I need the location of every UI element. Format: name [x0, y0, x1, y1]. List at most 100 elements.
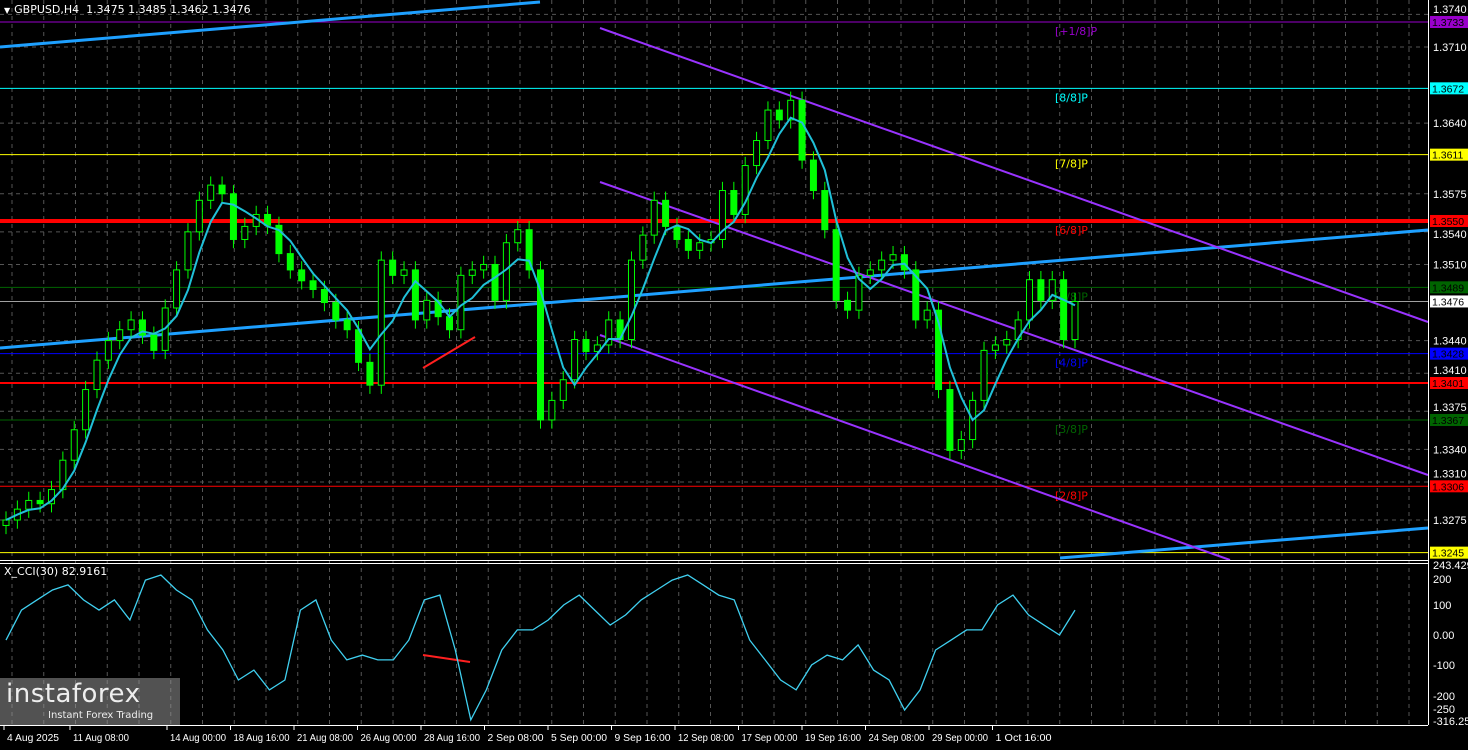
- candles: [2, 91, 1079, 535]
- candle-body: [832, 229, 840, 301]
- price-tick-label: 1.3540: [1433, 229, 1467, 241]
- ohlc-values: 1.3475 1.3485 1.3462 1.3476: [86, 3, 251, 16]
- price-tick-label: 1.3740: [1433, 4, 1467, 16]
- time-tick-label: 9 Sep 16:00: [615, 733, 671, 744]
- time-tick-label: 29 Sep 00:00: [932, 733, 988, 744]
- candle-body: [195, 199, 203, 233]
- candle-body: [320, 288, 328, 304]
- instaforex-watermark: instaforex Instant Forex Trading: [0, 678, 180, 725]
- level-price-badge: [1430, 347, 1468, 360]
- candle-body: [627, 259, 635, 341]
- candle-body: [343, 319, 351, 331]
- level-price-badge: [1430, 82, 1468, 95]
- candle-body: [218, 184, 226, 195]
- candle-body: [593, 344, 601, 352]
- candle-body: [1071, 300, 1079, 341]
- level-price-label: 1.3401: [1432, 378, 1464, 390]
- time-tick-label: 5 Sep 00:00: [551, 733, 607, 744]
- level-label: [3/8]P: [1055, 423, 1088, 436]
- level-price-label: 1.3306: [1432, 481, 1464, 493]
- candle-body: [946, 389, 954, 451]
- price-tick-label: 1.3310: [1433, 468, 1467, 480]
- level-price-label: 1.3489: [1432, 282, 1464, 294]
- candle-body: [309, 280, 317, 290]
- trendline-upper[interactable]: [0, 0, 541, 49]
- moving-average-line: [5, 116, 1076, 521]
- candle-body: [423, 299, 431, 321]
- price-tick-label: 1.3440: [1433, 336, 1467, 348]
- level-price-badge: [1430, 281, 1468, 294]
- divergence-line-price[interactable]: [422, 336, 476, 369]
- candle-body: [684, 238, 692, 251]
- level-price-label: 1.3733: [1432, 17, 1464, 29]
- candle-body: [82, 389, 90, 431]
- channel-lower[interactable]: [599, 334, 1231, 561]
- candle-body: [912, 269, 920, 321]
- candle-body: [446, 316, 454, 331]
- candle-body: [25, 499, 33, 510]
- price-tick-label: 1.3410: [1433, 365, 1467, 377]
- collapse-triangle-icon[interactable]: ▼: [4, 6, 11, 15]
- trendlines: [0, 0, 1429, 663]
- candle-body: [286, 253, 294, 271]
- candle-body: [138, 319, 146, 336]
- candle-body: [957, 439, 965, 451]
- candle-body: [1026, 279, 1034, 321]
- time-tick-label: 21 Aug 08:00: [297, 733, 353, 744]
- candle-body: [377, 259, 385, 386]
- axes: 1.3733 1.3672 1.3611 1.3550 1.3489 1.3476 1.34…: [3, 4, 1468, 744]
- time-tick-label: 12 Sep 08:00: [678, 733, 734, 744]
- level-price-badge: [1430, 377, 1468, 390]
- murrey-levels: [+1/8]P[8/8]P[7/8]P[6/8]P[5/8]P[4/8]P[3/…: [0, 21, 1428, 554]
- candle-body: [980, 349, 988, 401]
- candle-body: [480, 263, 488, 271]
- divergence-line-cci[interactable]: [422, 654, 471, 663]
- candle-body: [605, 319, 613, 346]
- level-label: [4/8]P: [1055, 357, 1088, 370]
- cci-tick-label: 200: [1433, 574, 1451, 586]
- candle-body: [2, 519, 10, 526]
- candle-body: [866, 269, 874, 276]
- level-price-label: 1.3245: [1432, 548, 1464, 560]
- candle-body: [355, 329, 363, 363]
- level-price-badge: [1430, 480, 1468, 493]
- price-tick-label: 1.3640: [1433, 118, 1467, 130]
- channel-upper[interactable]: [599, 27, 1429, 323]
- candle-body: [923, 309, 931, 321]
- candle-body: [730, 190, 738, 215]
- candle-body: [878, 259, 886, 271]
- cci-line: [5, 574, 1076, 722]
- candle-body: [548, 399, 556, 421]
- candle-body: [764, 109, 772, 142]
- chart-header: ▼ GBPUSD,H4 1.3475 1.3485 1.3462 1.3476: [4, 3, 251, 16]
- watermark-logo: instaforex: [6, 679, 141, 709]
- level-label: [2/8]P: [1055, 489, 1088, 502]
- level-price-badge: [1430, 295, 1468, 308]
- candle-body: [844, 299, 852, 311]
- level-price-badge: [1430, 15, 1468, 28]
- level-price-label: 1.3476: [1432, 296, 1464, 308]
- candle-body: [991, 344, 999, 351]
- candle-body: [673, 225, 681, 240]
- candle-body: [411, 269, 419, 321]
- candle-body: [889, 254, 897, 261]
- candle-body: [457, 274, 465, 331]
- time-tick-label: 18 Aug 16:00: [234, 733, 290, 744]
- level-price-label: 1.3672: [1432, 83, 1464, 95]
- candle-body: [36, 499, 44, 505]
- candle-body: [184, 231, 192, 271]
- level-price-badge: [1430, 546, 1468, 559]
- candle-body: [104, 340, 112, 361]
- time-tick-label: 19 Sep 16:00: [805, 733, 861, 744]
- channel-middle[interactable]: [599, 181, 1429, 476]
- grid: [0, 0, 1428, 725]
- candle-body: [298, 269, 306, 282]
- candle-body: [366, 361, 374, 386]
- candle-body: [662, 199, 670, 227]
- time-tick-label: 17 Sep 00:00: [742, 733, 798, 744]
- trendline-lower[interactable]: [1059, 526, 1429, 560]
- candle-body: [650, 199, 658, 236]
- price-tick-label: 1.3575: [1433, 189, 1467, 201]
- trendline-middle[interactable]: [0, 228, 1429, 350]
